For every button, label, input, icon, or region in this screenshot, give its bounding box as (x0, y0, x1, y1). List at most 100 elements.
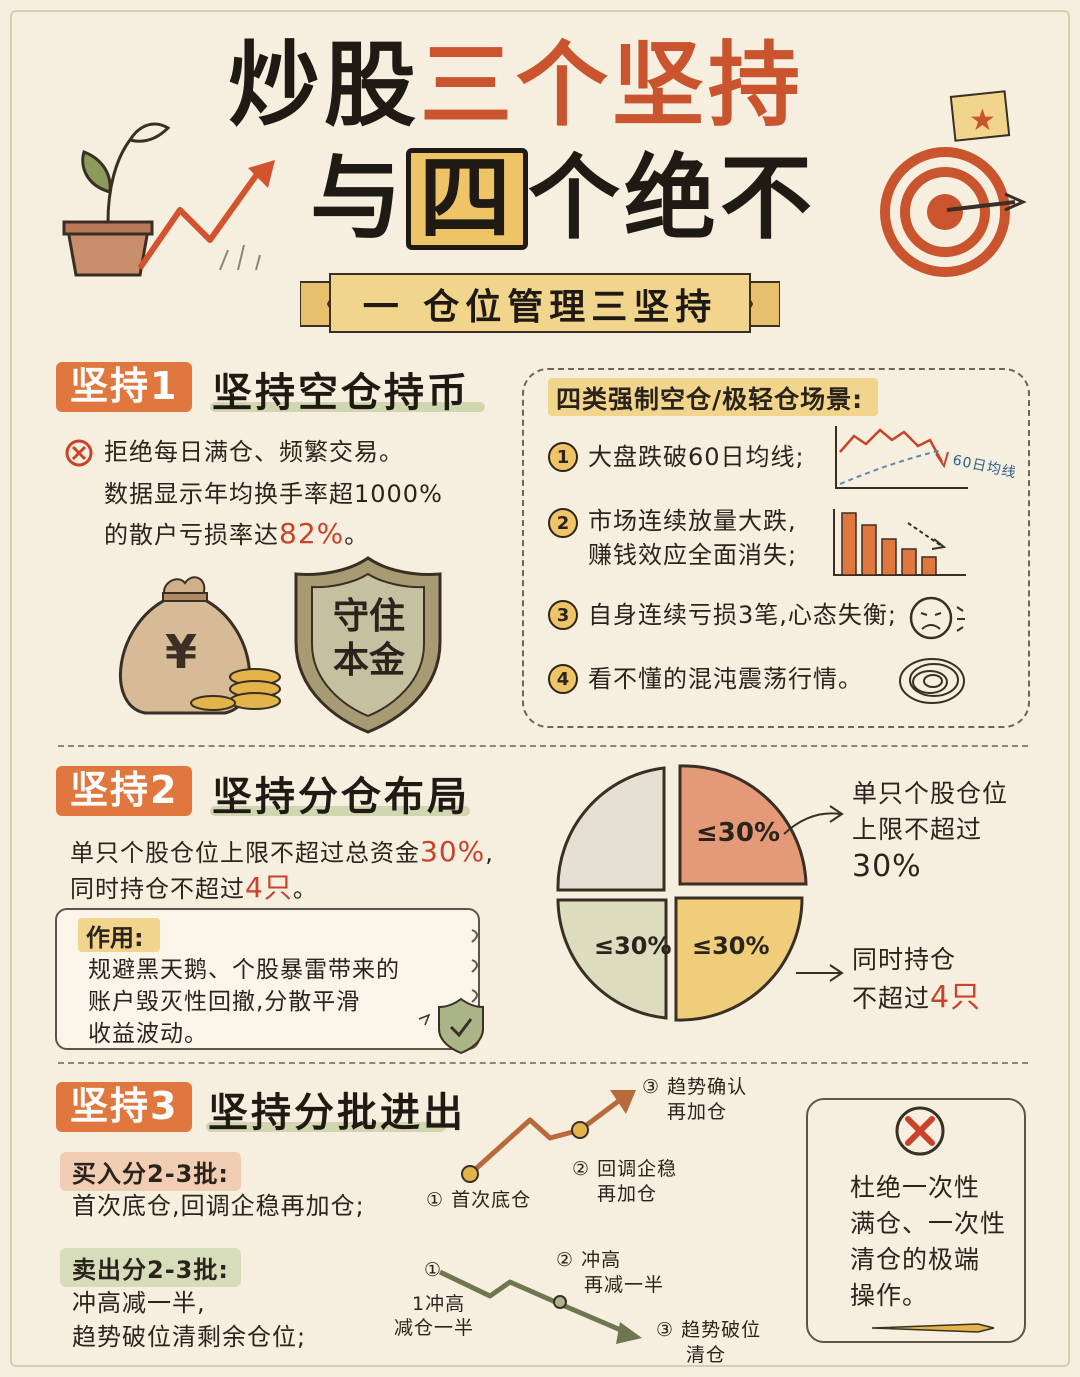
sad-face-icon (909, 596, 965, 640)
shield-check-icon (418, 997, 484, 1055)
effect-line1: 规避黑天鹅、个股暴雷带来的 (88, 957, 400, 983)
sell-step1-line2: 减仓一半 (394, 1317, 475, 1339)
moving-average-chart-icon (835, 426, 968, 489)
section1-line1: 拒绝每日满仓、频繁交易。 (104, 438, 404, 466)
page-frame (10, 10, 1070, 1367)
notebook-rings-icon (471, 929, 478, 1003)
scenario-4-text: 看不懂的混沌震荡行情。 (588, 665, 863, 693)
target-icon: ★ (880, 90, 1027, 277)
position-limit: 30% (420, 835, 486, 868)
scenarios-box (522, 368, 1030, 728)
section2-line2-a: 同时持仓不超过 (70, 875, 245, 903)
pie-label-3: ≤30% (692, 932, 770, 960)
section-divider-2 (58, 1062, 1028, 1064)
warn-line4: 操作。 (850, 1281, 929, 1310)
buy-step3-line2: 再加仓 (667, 1101, 728, 1123)
section2-line1-c: , (485, 839, 494, 867)
scenario-2-line1: 市场连续放量大跌, (588, 507, 797, 535)
section1-line3-c: 。 (344, 521, 370, 549)
shield-text: 守住 本金 (330, 595, 408, 683)
section2-line2: 同时持仓不超过4只。 (70, 868, 318, 909)
buy-path-diagram (461, 1090, 636, 1183)
pencil-icon (871, 1323, 995, 1333)
pie-label-1: ≤30% (696, 818, 781, 848)
title-part-2: 三个坚持 (420, 32, 805, 139)
sell-line2: 趋势破位清剩余仓位; (72, 1323, 307, 1351)
scenario-3-text: 自身连续亏损3笔,心态失衡; (588, 601, 897, 629)
section-banner: 一 仓位管理三坚持 (300, 272, 780, 336)
section3-tag: 坚持3 (56, 1082, 193, 1132)
buy-text: 首次底仓,回调企稳再加仓; (72, 1192, 365, 1220)
section1-heading: 坚持空仓持币 (212, 370, 470, 416)
section2-line2-c: 。 (292, 875, 318, 903)
plant-growth-icon (62, 122, 275, 277)
main-title-line1: 炒股三个坚持 (228, 40, 804, 132)
title-part-4: 个绝不 (528, 145, 817, 252)
sell-step1-line1: 1冲高 (412, 1293, 466, 1315)
warn-line2: 满仓、一次性 (850, 1209, 1007, 1238)
main-title-line2: 与四个绝不 (310, 148, 816, 250)
scenario-num-2: 2 (548, 508, 578, 538)
callout2-value: 4只 (930, 980, 982, 1015)
callout2-line2: 不超过4只 (852, 980, 981, 1017)
section-divider-1 (58, 745, 1028, 747)
callout2-line2-a: 不超过 (852, 984, 931, 1013)
loss-rate: 82% (279, 517, 345, 550)
svg-text:★: ★ (969, 103, 996, 138)
falling-volume-chart-icon (833, 509, 966, 576)
section2-underline (210, 806, 470, 816)
callout1-value: 30% (852, 849, 922, 884)
sell-step1-num: ① (424, 1259, 443, 1281)
yen-symbol: ¥ (165, 625, 198, 679)
section3-underline (206, 1122, 446, 1132)
section2-tag: 坚持2 (56, 766, 193, 816)
callout1-line2: 上限不超过 (852, 815, 983, 844)
shield-line2: 本金 (332, 640, 405, 681)
warn-line3: 清仓的极端 (850, 1245, 981, 1274)
title-highlight-box: 四 (406, 148, 529, 250)
buy-step2-line1: ② 回调企稳 (572, 1158, 678, 1180)
section1-line2: 数据显示年均换手率超1000% (104, 480, 443, 508)
sell-step3-line1: ③ 趋势破位 (656, 1319, 762, 1341)
callout-arrow-2 (796, 964, 844, 982)
section2-line1-a: 单只个股仓位上限不超过总资金 (70, 839, 420, 867)
warning-box (806, 1098, 1026, 1343)
sell-label: 卖出分2-3批: (60, 1248, 241, 1287)
warn-line1: 杜绝一次性 (850, 1173, 981, 1202)
buy-step3-line1: ③ 趋势确认 (642, 1076, 748, 1098)
title-part-3: 与 (310, 145, 407, 252)
forbidden-cross-icon (895, 1106, 945, 1156)
cross-icon (65, 439, 93, 467)
effect-label-highlight (78, 918, 160, 952)
scenario-num-1: 1 (548, 442, 578, 472)
scenario-num-3: 3 (548, 600, 578, 630)
chaos-scribble-icon (899, 658, 965, 704)
section1-line3: 的散户亏损率达82%。 (104, 514, 369, 555)
section1-line3-a: 的散户亏损率达 (104, 521, 279, 549)
scenario-num-4: 4 (548, 664, 578, 694)
buy-step1: ① 首次底仓 (426, 1189, 532, 1211)
section3-heading: 坚持分批进出 (208, 1090, 466, 1136)
sell-step2-line2: 再减一半 (584, 1274, 665, 1296)
shield-line1: 守住 (332, 596, 405, 637)
scenario-2-line2: 赚钱效应全面消失; (588, 541, 798, 569)
sell-step3-line2: 清仓 (686, 1344, 727, 1366)
shield-icon (294, 556, 442, 734)
sell-step2-line1: ② 冲高 (556, 1249, 622, 1271)
buy-label: 买入分2-3批: (60, 1152, 241, 1191)
position-pie-chart (556, 764, 808, 1022)
section1-tag: 坚持1 (56, 362, 193, 412)
holding-limit: 4只 (245, 871, 293, 904)
section2-heading: 坚持分仓布局 (212, 774, 470, 820)
sell-path-diagram (438, 1269, 642, 1344)
pie-label-2: ≤30% (594, 932, 672, 960)
effect-line2: 账户毁灭性回撤,分散平滑 (88, 989, 361, 1015)
callout2-line1: 同时持仓 (852, 945, 957, 974)
sell-line1: 冲高减一半, (72, 1289, 206, 1317)
buy-step2-line2: 再加仓 (597, 1183, 658, 1205)
section1-underline (210, 402, 485, 412)
scenarios-title-highlight (548, 378, 878, 416)
banner-text: 一 仓位管理三坚持 (362, 287, 718, 328)
title-part-1: 炒股 (228, 32, 421, 139)
callout-arrow-1 (783, 805, 844, 835)
